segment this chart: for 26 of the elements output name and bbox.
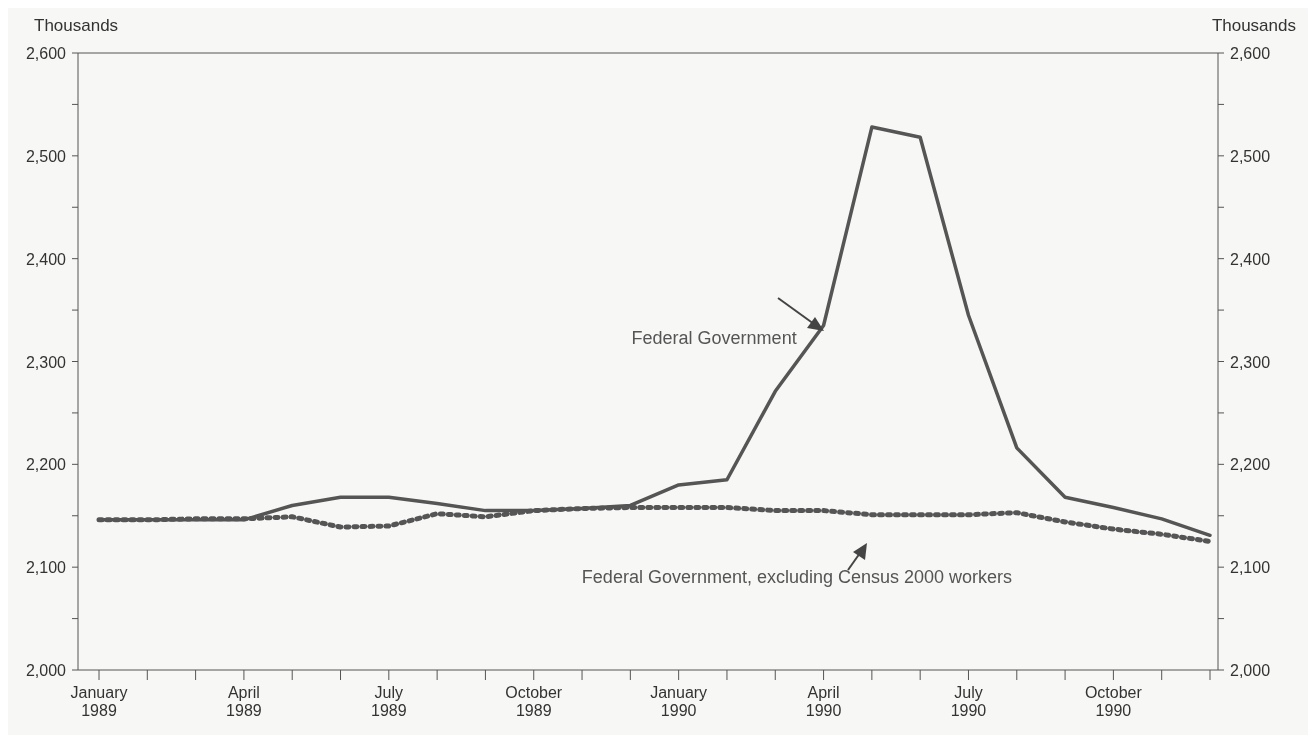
y2-tick-label: 2,200	[1230, 456, 1271, 474]
y-tick-label: 2,200	[25, 456, 67, 474]
y2-axis-title: Thousands	[1211, 16, 1296, 36]
y-tick-label: 2,300	[25, 353, 67, 371]
y2-tick-label: 2,000	[1230, 662, 1271, 679]
y-tick-label: 2,400	[25, 250, 67, 268]
y2-tick-label: 2,600	[1230, 45, 1271, 62]
x-tick-label: October 1989	[505, 684, 563, 719]
y-tick-label: 2,600	[25, 45, 67, 62]
x-tick-label: January 1989	[70, 684, 128, 719]
y2-tick-label: 2,500	[1230, 147, 1271, 165]
y2-tick-label: 2,300	[1230, 353, 1271, 371]
x-tick-label: April 1989	[226, 684, 262, 719]
y2-tick-label: 2,400	[1230, 250, 1271, 268]
x-tick-label: July 1989	[371, 684, 407, 719]
y2-tick-label: 2,100	[1230, 559, 1271, 577]
series-label: Federal Government	[631, 327, 797, 348]
x-tick-label: July 1990	[950, 684, 987, 719]
y-axis-title: Thousands	[34, 16, 119, 36]
x-tick-label: January 1990	[650, 684, 708, 719]
y-tick-label: 2,100	[25, 559, 67, 577]
y-tick-label: 2,500	[25, 147, 67, 165]
x-tick-label: April 1990	[805, 684, 842, 719]
text: Federal Government, excluding Census 2000 workers	[581, 566, 1013, 587]
y-tick-label: 2,000	[25, 662, 67, 679]
x-tick-label: October 1990	[1084, 684, 1143, 719]
